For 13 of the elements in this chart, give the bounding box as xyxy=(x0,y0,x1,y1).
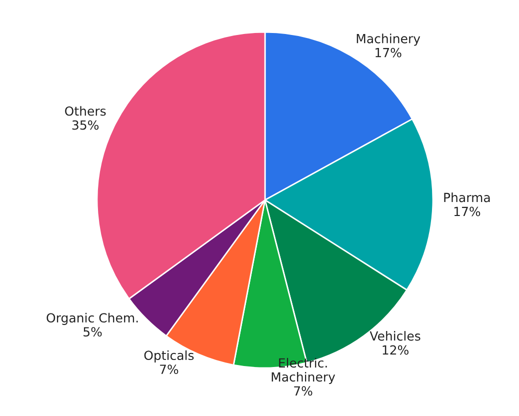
data-label: 7% xyxy=(294,386,312,396)
data-label: 12% xyxy=(382,345,408,355)
data-label: 17% xyxy=(376,48,402,58)
data-label: 35% xyxy=(72,120,99,130)
slice-label: Pharma xyxy=(444,192,490,202)
slice-label: Vehicles xyxy=(370,331,420,341)
data-label: 7% xyxy=(160,364,178,374)
slice-label: Others xyxy=(65,106,106,116)
data-label: 17% xyxy=(454,206,480,216)
slice-label: Organic Chem. xyxy=(46,312,138,325)
slice-label: Opticals xyxy=(144,350,194,362)
data-label: 5% xyxy=(84,327,102,337)
slice-label: Machinery xyxy=(356,34,420,46)
